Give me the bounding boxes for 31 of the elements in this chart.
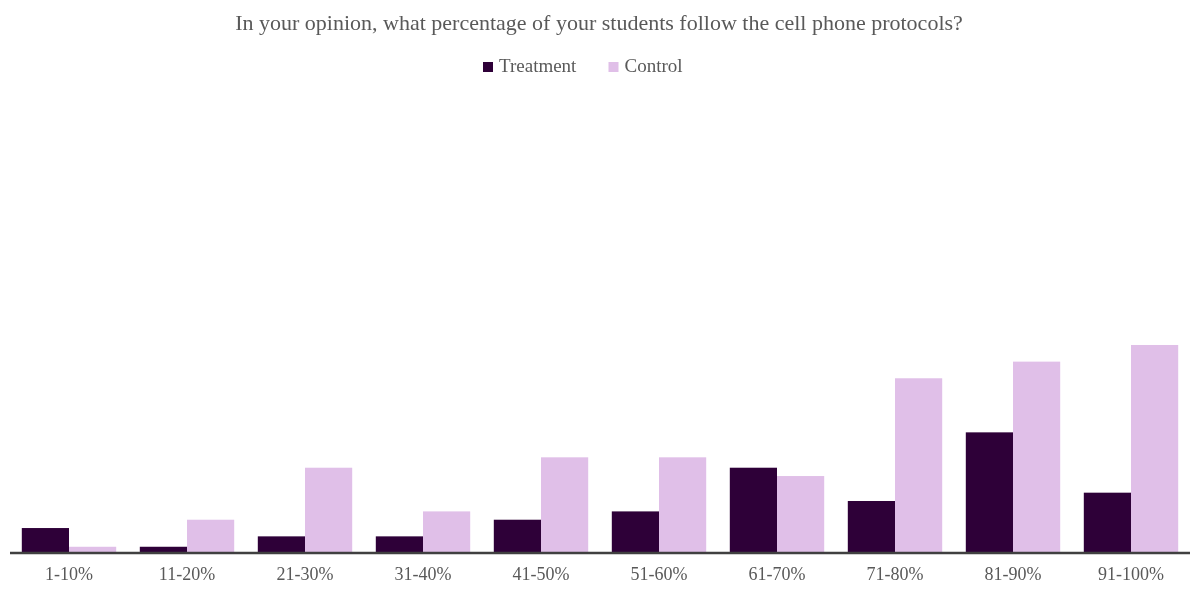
x-tick-label: 71-80%: [866, 564, 924, 584]
bar: [21, 528, 69, 553]
x-tick-label: 61-70%: [748, 564, 806, 584]
bar: [257, 536, 305, 553]
x-tick-label: 31-40%: [394, 564, 452, 584]
bar: [493, 519, 541, 553]
x-tick-label: 81-90%: [984, 564, 1042, 584]
bar: [965, 432, 1013, 553]
bar: [847, 501, 895, 553]
x-tick-label: 21-30%: [276, 564, 334, 584]
legend-label: Control: [624, 55, 683, 76]
x-tick-label: 91-100%: [1098, 564, 1164, 584]
bar: [611, 511, 659, 553]
x-tick-label: 41-50%: [512, 564, 570, 584]
bar: [777, 476, 825, 553]
bar: [541, 457, 589, 553]
bar: [305, 467, 353, 553]
bar: [1131, 344, 1179, 553]
bar: [187, 519, 235, 553]
bar: [1083, 492, 1131, 553]
legend-label: Treatment: [499, 55, 578, 76]
bar: [729, 467, 777, 553]
x-tick-label: 11-20%: [158, 564, 216, 584]
bar: [895, 378, 943, 553]
x-tick-label: 1-10%: [45, 564, 93, 584]
bar: [423, 511, 471, 553]
bar: [659, 457, 707, 553]
x-tick-label: 51-60%: [630, 564, 688, 584]
bar: [375, 536, 423, 553]
chart-title: In your opinion, what percentage of your students follow the cell phone protocols?: [235, 10, 963, 35]
bar: [1013, 361, 1061, 553]
